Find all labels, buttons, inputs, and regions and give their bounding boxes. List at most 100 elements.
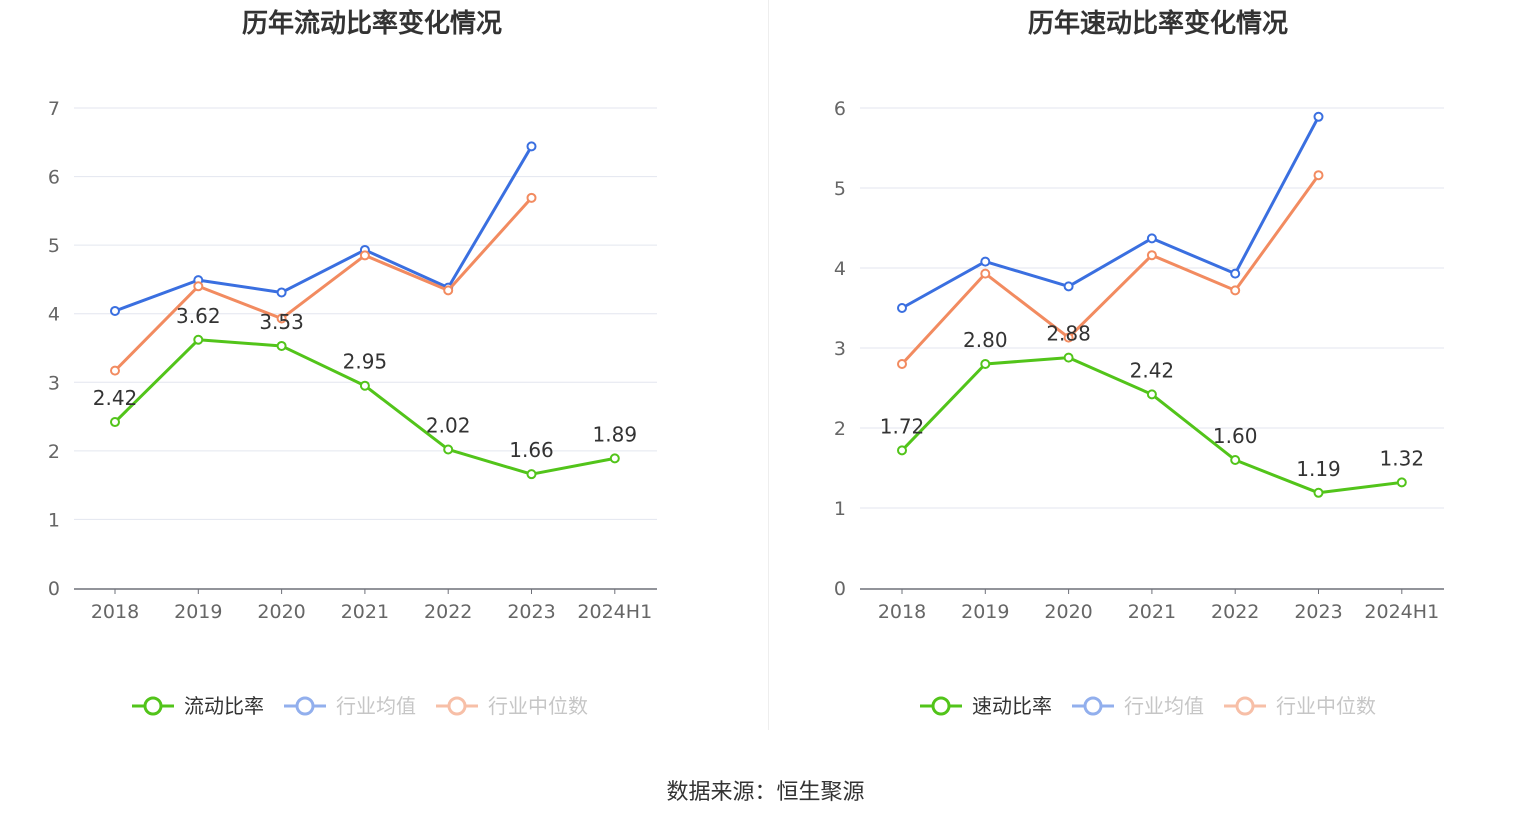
x-tick-label: 2021: [1128, 601, 1176, 623]
legend-label: 行业中位数: [488, 694, 588, 718]
data-label: 1.19: [1296, 457, 1341, 481]
legend-label: 行业均值: [1124, 694, 1204, 718]
y-tick-label: 3: [48, 372, 60, 394]
chart-title: 历年流动比率变化情况: [242, 8, 502, 39]
series-line-1: [901, 116, 1320, 310]
data-point: [609, 453, 620, 464]
data-point: [526, 192, 537, 203]
data-label: 2.42: [1130, 358, 1175, 382]
x-tick-label: 2019: [961, 601, 1009, 623]
legend-item[interactable]: 行业均值: [284, 694, 416, 718]
data-label: 1.32: [1380, 446, 1425, 470]
data-point: [110, 305, 120, 316]
legend-item[interactable]: 行业均值: [1072, 694, 1204, 718]
data-point: [443, 285, 454, 296]
current-ratio-chart: 历年流动比率变化情况 0 1 2 3 4 5 6 7 2018 2019 2020 2021 2022 20…: [48, 8, 657, 718]
data-label: 1.60: [1213, 424, 1258, 448]
legend-marker: [447, 696, 467, 716]
y-tick-label: 5: [48, 235, 60, 257]
legend-marker: [1235, 696, 1255, 716]
quick-ratio-chart: 历年速动比率变化情况 0 1 2 3 4 5 6 2018 2019 2020 2021 2022 202…: [834, 8, 1444, 718]
legend-marker: [295, 696, 315, 716]
data-point: [1146, 233, 1157, 244]
data-point: [526, 469, 537, 480]
legend-item[interactable]: 流动比率: [132, 694, 264, 718]
y-tick-label: 4: [834, 258, 846, 280]
data-label: 2.02: [426, 413, 471, 437]
legend-label: 速动比率: [972, 694, 1052, 718]
data-point: [276, 287, 287, 298]
data-point: [526, 141, 537, 152]
data-point: [276, 313, 287, 324]
x-tick-label: 2023: [1294, 601, 1342, 623]
legend-marker: [143, 696, 163, 716]
x-tick-label: 2024H1: [577, 601, 652, 623]
data-point: [1230, 268, 1241, 279]
legend-label: 行业中位数: [1276, 694, 1376, 718]
series-line-1: [114, 145, 533, 313]
legend-item[interactable]: 行业中位数: [436, 694, 588, 718]
data-point: [359, 380, 370, 391]
y-tick-label: 6: [48, 167, 60, 189]
y-tick-label: 4: [48, 304, 60, 326]
data-point: [1230, 285, 1241, 296]
data-point: [443, 444, 454, 455]
panel-divider: [768, 0, 769, 730]
data-point: [897, 303, 907, 313]
legend-marker: [1083, 696, 1103, 716]
data-source-note: 数据来源：恒生聚源: [666, 780, 865, 805]
data-point: [897, 359, 907, 369]
x-tick-label: 2023: [507, 601, 555, 623]
data-point: [1063, 281, 1074, 292]
legend-marker: [931, 696, 951, 716]
data-point: [359, 250, 370, 261]
data-label: 1.72: [880, 414, 925, 438]
x-tick-label: 2019: [174, 601, 222, 623]
data-point: [1313, 170, 1324, 181]
data-label: 2.80: [963, 328, 1008, 352]
x-tick-label: 2018: [91, 601, 139, 623]
data-label: 2.42: [93, 386, 138, 410]
y-tick-label: 2: [834, 418, 846, 440]
series-line-2: [900, 174, 1320, 366]
legend-item[interactable]: 行业中位数: [1224, 694, 1376, 718]
data-label: 1.89: [593, 422, 638, 446]
x-tick-label: 2018: [878, 601, 926, 623]
data-point: [980, 359, 991, 369]
y-tick-label: 1: [834, 498, 846, 520]
y-tick-label: 0: [834, 578, 846, 600]
data-label: 3.53: [259, 310, 304, 334]
chart-title: 历年速动比率变化情况: [1028, 8, 1288, 39]
y-tick-label: 2: [48, 441, 60, 463]
x-tick-label: 2020: [1044, 601, 1092, 623]
x-tick-label: 2020: [257, 601, 305, 623]
data-point: [1313, 111, 1324, 122]
data-point: [193, 281, 204, 292]
data-point: [1230, 455, 1241, 465]
y-tick-label: 6: [834, 98, 846, 120]
y-tick-label: 3: [834, 338, 846, 360]
data-point: [897, 445, 907, 456]
y-tick-label: 1: [48, 509, 60, 531]
data-label: 3.62: [176, 304, 221, 328]
legend-label: 行业均值: [336, 694, 416, 718]
series-line-2: [113, 196, 533, 372]
legend-item[interactable]: 速动比率: [920, 694, 1052, 718]
data-point: [1063, 332, 1074, 343]
data-point: [110, 365, 120, 376]
data-point: [1063, 352, 1074, 363]
data-label: 2.95: [343, 350, 388, 374]
y-tick-label: 0: [48, 578, 60, 600]
data-point: [193, 334, 204, 345]
x-tick-label: 2021: [341, 601, 389, 623]
data-point: [980, 256, 991, 267]
x-tick-label: 2022: [424, 601, 472, 623]
data-point: [1146, 250, 1157, 261]
data-point: [110, 417, 120, 428]
data-label: 1.66: [509, 438, 554, 462]
x-tick-label: 2022: [1211, 601, 1259, 623]
legend-label: 流动比率: [184, 694, 264, 718]
y-tick-label: 5: [834, 178, 846, 200]
data-point: [276, 340, 287, 351]
y-tick-label: 7: [48, 98, 60, 120]
